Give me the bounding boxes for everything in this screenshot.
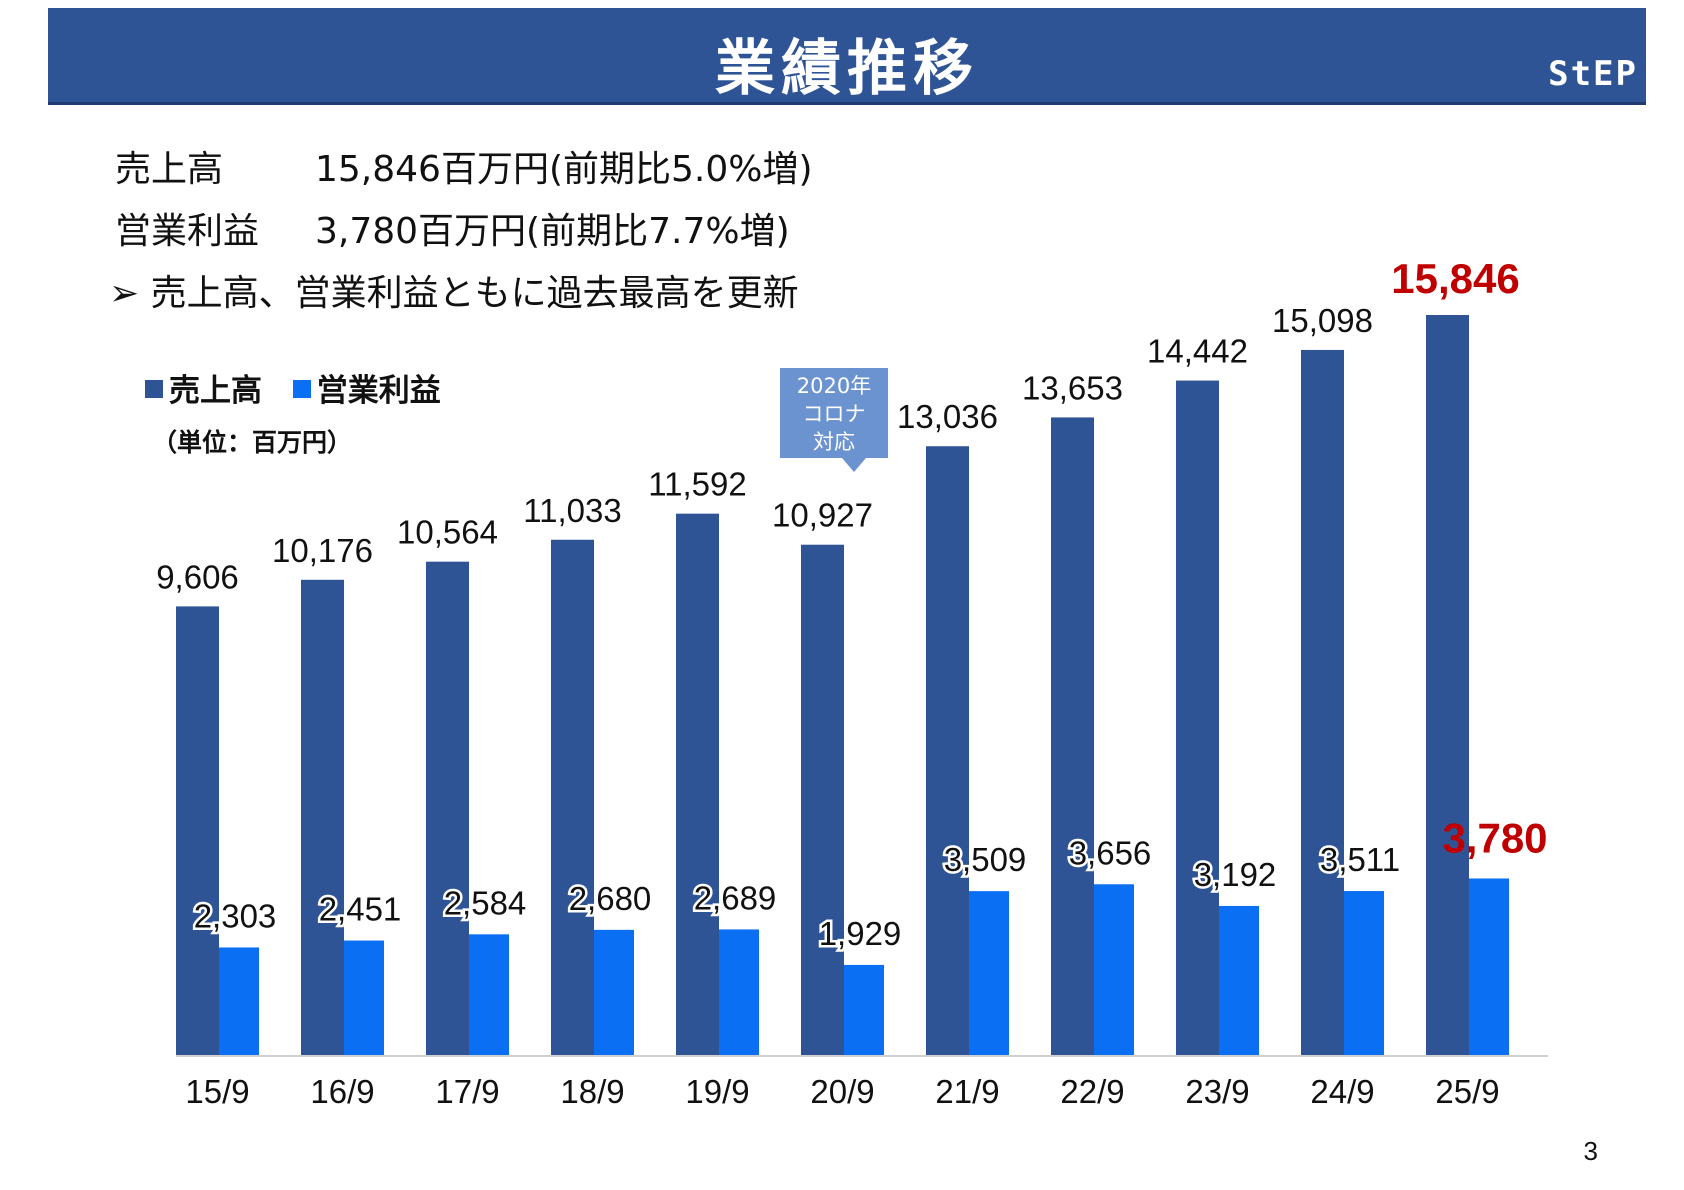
legend-swatch-sales [145, 380, 163, 398]
x-tick-label: 17/9 [435, 1073, 499, 1110]
data-label-profit: 3,656 [1069, 834, 1152, 871]
data-label-sales: 11,592 [648, 466, 746, 503]
x-tick-label: 22/9 [1060, 1073, 1124, 1110]
summary-profit-label: 営業利益 [115, 211, 260, 252]
x-tick-label: 19/9 [685, 1073, 749, 1110]
bar-profit [1469, 878, 1509, 1055]
data-label-profit: 2,689 [694, 879, 777, 916]
data-label-profit: 2,451 [319, 891, 402, 928]
bar-sales [1301, 349, 1344, 1055]
bar-profit [719, 929, 759, 1055]
data-label-sales: 13,036 [897, 398, 998, 435]
bar-profit [969, 891, 1009, 1055]
callout-line-1: 2020年 [796, 374, 872, 398]
bar-sales [1426, 315, 1469, 1055]
data-label-sales: 13,653 [1022, 369, 1123, 406]
x-tick-label: 15/9 [185, 1073, 249, 1110]
summary-note: ➢ 売上高、営業利益ともに過去最高を更新 [109, 273, 799, 314]
bar-profit [219, 947, 259, 1055]
bar-profit [1344, 891, 1384, 1055]
bar-profit [1219, 905, 1259, 1055]
legend-label-sales: 売上高 [169, 373, 262, 409]
data-label-sales: 9,606 [156, 558, 239, 595]
company-logo: StEP [1548, 54, 1638, 94]
bar-sales [1051, 417, 1094, 1055]
summary-sales-value: 15,846百万円(前期比5.0%増) [315, 149, 813, 190]
x-tick-label: 23/9 [1185, 1073, 1249, 1110]
data-label-profit: 3,511 [1320, 841, 1400, 878]
summary-profit-value: 3,780百万円(前期比7.7%増) [315, 211, 790, 252]
data-label-profit: 2,303 [194, 897, 277, 934]
data-label-sales: 14,442 [1147, 333, 1248, 370]
callout-line-3: 対応 [813, 430, 855, 454]
data-label-sales: 11,033 [523, 492, 621, 529]
summary-sales: 売上高 15,846百万円(前期比5.0%増) [115, 140, 813, 202]
data-label-sales: 10,564 [397, 514, 498, 551]
bar-profit [594, 929, 634, 1055]
x-tick-label: 24/9 [1310, 1073, 1374, 1110]
x-tick-label: 21/9 [935, 1073, 999, 1110]
bar-sales [801, 544, 844, 1055]
legend-item-sales: 売上高 [145, 365, 262, 410]
legend-swatch-profit [292, 380, 311, 398]
page-title: 業績推移 [715, 34, 979, 104]
bar-sales [551, 539, 594, 1055]
data-label-profit: 2,680 [569, 880, 652, 917]
chart-legend: 売上高 営業利益 [145, 365, 461, 410]
legend-label-profit: 営業利益 [316, 373, 441, 409]
unit-label: （単位：百万円） [152, 428, 353, 457]
data-label-profit: 3,192 [1194, 856, 1277, 893]
page-number: 3 [1583, 1136, 1598, 1166]
data-label-profit: 1,929 [819, 915, 902, 952]
bar-profit [1094, 884, 1134, 1055]
header-bar: 業績推移 StEP [48, 8, 1646, 105]
bar-profit [344, 940, 384, 1055]
data-label-profit: 2,584 [444, 884, 527, 921]
bar-sales [426, 561, 469, 1055]
bar-sales [1176, 380, 1219, 1056]
bar-profit [844, 964, 884, 1055]
data-label-profit: 3,509 [944, 841, 1027, 878]
x-tick-label: 16/9 [310, 1073, 374, 1110]
bar-sales [301, 579, 344, 1055]
legend-item-profit: 営業利益 [292, 365, 441, 410]
data-label-sales: 10,176 [272, 532, 373, 569]
x-tick-label: 18/9 [560, 1073, 624, 1110]
covid-callout: 2020年 コロナ 対応 [780, 368, 888, 472]
summary-sales-label: 売上高 [115, 149, 224, 190]
summary-profit: 営業利益 3,780百万円(前期比7.7%増) [115, 202, 813, 264]
bar-profit [469, 934, 509, 1055]
x-tick-label: 25/9 [1435, 1073, 1499, 1110]
bar-sales [926, 446, 969, 1055]
data-label-sales: 10,927 [772, 497, 873, 534]
callout-line-2: コロナ [802, 402, 866, 426]
data-label-sales: 15,098 [1272, 302, 1373, 339]
x-tick-label: 20/9 [810, 1073, 874, 1110]
data-label-profit: 3,780 [1442, 814, 1547, 861]
bar-sales [676, 513, 719, 1055]
data-label-sales: 15,846 [1391, 255, 1519, 302]
bar-sales [176, 606, 219, 1055]
summary-block: 売上高 15,846百万円(前期比5.0%増) 営業利益 3,780百万円(前期比7… [109, 140, 813, 316]
